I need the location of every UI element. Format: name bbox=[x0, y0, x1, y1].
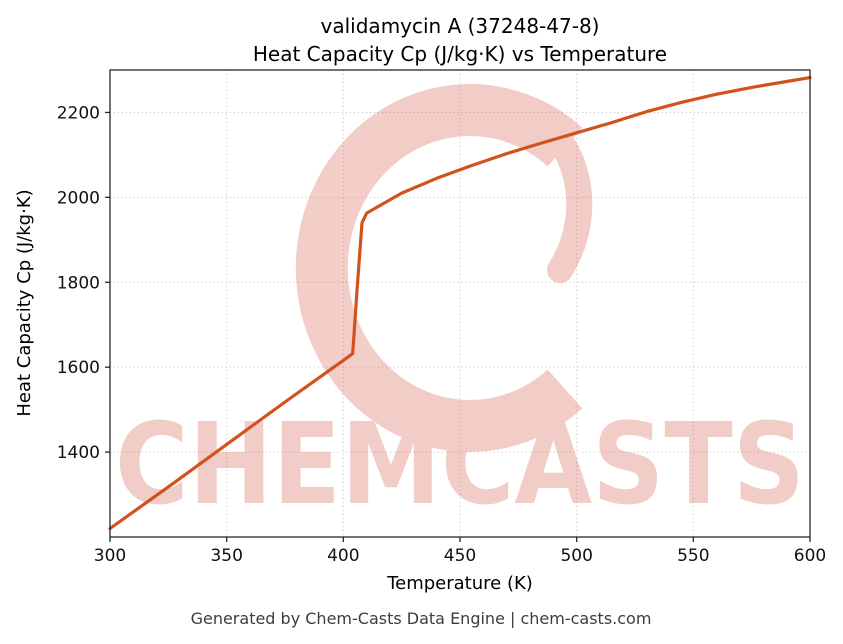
y-tick-label: 2200 bbox=[57, 103, 100, 123]
chart-title-line2: Heat Capacity Cp (J/kg·K) vs Temperature bbox=[253, 42, 667, 66]
x-tick-label: 600 bbox=[794, 546, 826, 566]
watermark: CHEMCASTS bbox=[115, 84, 805, 530]
x-tick-label: 500 bbox=[560, 546, 592, 566]
watermark-logo-swirl-icon bbox=[492, 89, 593, 283]
axis-ticks: 300 350 400 450 500 550 600 1400 1600 1800 2000 220… bbox=[57, 103, 826, 566]
y-tick-label: 2000 bbox=[57, 188, 100, 208]
x-tick-label: 550 bbox=[677, 546, 709, 566]
y-tick-label: 1600 bbox=[57, 358, 100, 378]
y-axis-label: Heat Capacity Cp (J/kg·K) bbox=[14, 189, 35, 416]
x-axis-label: Temperature (K) bbox=[386, 573, 533, 594]
x-tick-label: 400 bbox=[327, 546, 359, 566]
x-tick-label: 450 bbox=[444, 546, 476, 566]
x-tick-label: 300 bbox=[94, 546, 126, 566]
y-tick-label: 1800 bbox=[57, 273, 100, 293]
series-layer bbox=[108, 75, 812, 531]
heat-capacity-line bbox=[108, 75, 812, 531]
gridlines bbox=[109, 70, 811, 537]
footer-credit: Generated by Chem-Casts Data Engine | ch… bbox=[191, 609, 652, 628]
x-tick-label: 350 bbox=[210, 546, 242, 566]
watermark-logo-c-icon bbox=[295, 84, 583, 452]
y-tick-label: 1400 bbox=[57, 443, 100, 463]
chart-title-line1: validamycin A (37248-47-8) bbox=[321, 14, 600, 38]
watermark-text: CHEMCASTS bbox=[115, 400, 805, 530]
